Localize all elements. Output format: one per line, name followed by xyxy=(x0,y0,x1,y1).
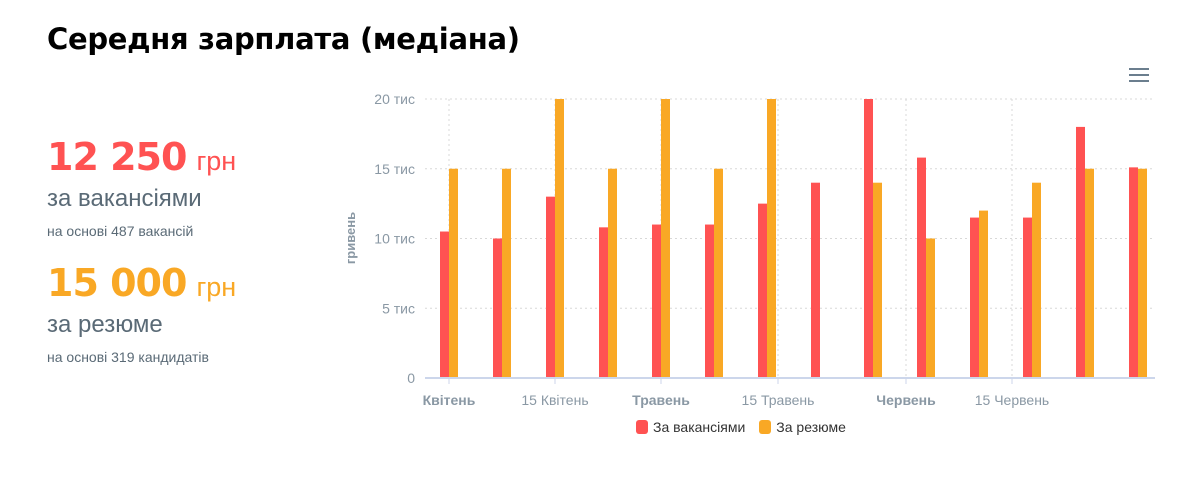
bar xyxy=(1129,167,1138,378)
stat-resumes-note: на основі 319 кандидатів xyxy=(47,349,209,365)
stat-vacancies-note: на основі 487 вакансій xyxy=(47,223,194,239)
bar xyxy=(661,99,670,378)
bar xyxy=(440,231,449,378)
bar xyxy=(705,224,714,378)
legend-item-resumes[interactable]: За резюме xyxy=(759,419,846,435)
bar xyxy=(767,99,776,378)
y-tick-label: 20 тис xyxy=(374,91,415,107)
bar xyxy=(864,99,873,378)
stat-vacancies-label: за вакансіями xyxy=(47,185,202,212)
bar xyxy=(979,210,988,378)
legend-label-resumes: За резюме xyxy=(776,419,846,435)
y-tick-label: 10 тис xyxy=(374,231,415,247)
bar xyxy=(555,99,564,378)
legend-swatch-vacancies xyxy=(636,420,648,434)
bar xyxy=(608,168,617,378)
bar xyxy=(758,203,767,378)
bar xyxy=(502,168,511,378)
x-tick-label: 15 Квітень xyxy=(521,392,588,408)
bar xyxy=(493,238,502,378)
stat-vacancies: 12 250 грн за вакансіями на основі 487 ва… xyxy=(47,135,236,239)
bar xyxy=(1138,168,1147,378)
y-axis-label: гривень xyxy=(343,212,358,264)
bar xyxy=(926,238,935,378)
bar xyxy=(714,168,723,378)
stat-vacancies-value-row: 12 250 грн xyxy=(47,135,236,179)
stat-vacancies-unit: грн xyxy=(196,146,237,176)
x-tick-label: 15 Травень xyxy=(742,392,815,408)
bar xyxy=(1032,182,1041,378)
bar xyxy=(652,224,661,378)
stat-resumes-value-row: 15 000 грн xyxy=(47,261,236,305)
bar xyxy=(1085,168,1094,378)
y-tick-label: 15 тис xyxy=(374,161,415,177)
stat-resumes-value: 15 000 xyxy=(47,261,187,305)
page-title: Середня зарплата (медіана) xyxy=(47,22,520,56)
legend-item-vacancies[interactable]: За вакансіями xyxy=(636,419,745,435)
x-tick-label: Квітень xyxy=(423,392,476,408)
bar xyxy=(873,182,882,378)
bar xyxy=(1023,217,1032,378)
hamburger-menu-icon[interactable] xyxy=(1129,68,1149,82)
x-tick-label: Травень xyxy=(632,392,690,408)
chart-legend: За вакансіями За резюме xyxy=(636,419,846,435)
bar xyxy=(546,196,555,378)
legend-label-vacancies: За вакансіями xyxy=(653,419,746,435)
bar xyxy=(449,168,458,378)
y-tick-label: 5 тис xyxy=(382,300,415,316)
bar xyxy=(811,182,820,378)
bar xyxy=(599,227,608,378)
stat-vacancies-value: 12 250 xyxy=(47,135,187,179)
legend-swatch-resumes xyxy=(759,420,772,434)
bar xyxy=(917,157,926,378)
stat-resumes: 15 000 грн за резюме на основі 319 кандид… xyxy=(47,261,236,365)
bar xyxy=(970,217,979,378)
stat-resumes-unit: грн xyxy=(196,272,237,302)
x-tick-label: Червень xyxy=(876,392,936,408)
bar xyxy=(1076,126,1085,379)
stat-resumes-label: за резюме xyxy=(47,311,163,338)
x-tick-label: 15 Червень xyxy=(975,392,1049,408)
y-tick-label: 0 xyxy=(407,370,415,386)
